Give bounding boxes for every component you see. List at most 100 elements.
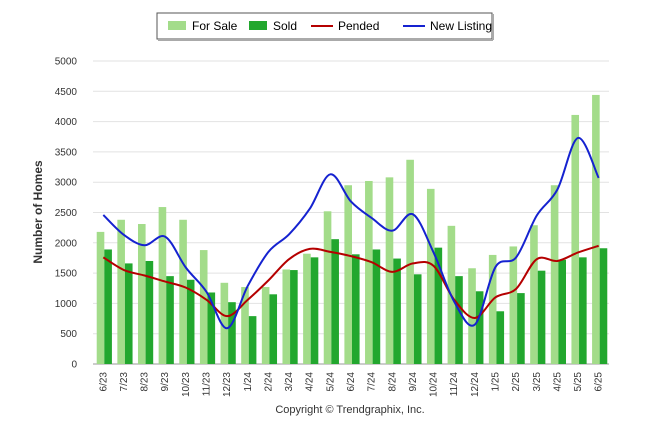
bar-for-sale bbox=[96, 231, 105, 364]
bar-sold bbox=[579, 257, 587, 364]
lines bbox=[102, 136, 600, 330]
bar-for-sale bbox=[199, 250, 208, 364]
legend: For Sale Sold Pended New Listing bbox=[156, 12, 494, 41]
bar-for-sale bbox=[117, 219, 125, 364]
bar-for-sale bbox=[137, 224, 146, 364]
legend-label-for-sale: For Sale bbox=[192, 19, 238, 33]
bar-for-sale bbox=[406, 159, 414, 364]
bar-sold bbox=[228, 302, 236, 364]
y-tick-label: 4000 bbox=[55, 117, 78, 128]
bar-for-sale bbox=[158, 207, 167, 364]
x-tick-label: 9/23 bbox=[160, 372, 171, 392]
bar-for-sale bbox=[282, 269, 291, 364]
line-new-listing bbox=[102, 136, 600, 330]
y-axis-title: Number of Homes bbox=[31, 160, 45, 264]
bar-for-sale bbox=[365, 180, 373, 364]
bar-for-sale bbox=[220, 282, 229, 364]
bar-sold bbox=[269, 294, 278, 364]
x-tick-label: 4/24 bbox=[305, 372, 316, 392]
bar-sold bbox=[166, 276, 174, 364]
copyright-text: Copyright © Trendgraphix, Inc. bbox=[275, 404, 424, 416]
y-tick-label: 0 bbox=[71, 360, 77, 371]
bar-sold bbox=[104, 249, 112, 364]
y-tick-label: 2000 bbox=[55, 238, 78, 249]
bar-for-sale bbox=[303, 253, 311, 364]
x-tick-label: 1/25 bbox=[490, 372, 501, 392]
x-tick-labels: 6/23 7/23 8/23 9/23 10/23 11/23 12/23 1/24 2/24 3… bbox=[98, 372, 604, 397]
x-tick-label: 8/23 bbox=[140, 372, 151, 392]
bar-for-sale bbox=[530, 225, 538, 364]
x-tick-label: 10/24 bbox=[429, 372, 440, 397]
x-tick-label: 1/24 bbox=[243, 372, 254, 392]
bar-sold bbox=[186, 279, 195, 364]
bar-sold bbox=[517, 293, 525, 364]
legend-swatch-sold bbox=[249, 21, 267, 30]
x-tick-label: 4/25 bbox=[552, 372, 563, 392]
y-tick-label: 3000 bbox=[55, 178, 78, 189]
x-tick-label: 10/23 bbox=[181, 372, 192, 397]
bar-for-sale bbox=[509, 246, 518, 364]
line-pended bbox=[102, 244, 599, 319]
x-tick-label: 6/24 bbox=[346, 372, 357, 392]
y-tick-labels: 0 500 1000 1500 2000 2500 3000 3500 4000 4500 5000 bbox=[55, 57, 78, 371]
x-tick-label: 2/25 bbox=[511, 372, 522, 392]
bar-sold bbox=[124, 263, 133, 364]
bar-sold bbox=[310, 257, 319, 364]
bar-for-sale bbox=[261, 287, 270, 364]
bar-sold bbox=[413, 274, 422, 364]
y-tick-label: 1000 bbox=[55, 299, 78, 310]
bar-sold bbox=[537, 270, 546, 364]
bar-sold bbox=[434, 247, 443, 364]
legend-label-pended: Pended bbox=[338, 19, 379, 33]
x-tick-label: 7/24 bbox=[367, 372, 378, 392]
y-tick-label: 1500 bbox=[55, 269, 78, 280]
x-tick-label: 2/24 bbox=[263, 372, 274, 392]
bar-for-sale bbox=[468, 268, 476, 364]
x-tick-label: 12/24 bbox=[470, 372, 481, 397]
bar-for-sale bbox=[488, 254, 497, 364]
x-tick-label: 6/25 bbox=[594, 372, 605, 392]
x-tick-label: 8/24 bbox=[387, 372, 398, 392]
x-tick-label: 3/24 bbox=[284, 372, 295, 392]
bar-for-sale bbox=[241, 287, 249, 364]
bar-for-sale bbox=[592, 94, 600, 364]
bar-sold bbox=[475, 291, 484, 364]
bar-for-sale bbox=[179, 219, 187, 364]
y-tick-label: 5000 bbox=[55, 57, 78, 68]
y-tick-label: 4500 bbox=[55, 87, 78, 98]
bar-for-sale bbox=[571, 114, 580, 365]
bar-sold bbox=[145, 260, 154, 364]
x-tick-label: 6/23 bbox=[98, 372, 109, 392]
x-tick-label: 11/23 bbox=[202, 372, 213, 397]
y-tick-label: 2500 bbox=[55, 208, 78, 219]
bar-sold bbox=[455, 276, 463, 364]
y-tick-label: 3500 bbox=[55, 147, 78, 158]
y-tick-label: 500 bbox=[60, 329, 77, 340]
legend-label-sold: Sold bbox=[273, 19, 297, 33]
x-tick-label: 5/25 bbox=[573, 372, 584, 392]
legend-label-new-listing: New Listing bbox=[430, 19, 492, 33]
x-tick-label: 7/23 bbox=[119, 372, 130, 392]
x-tick-label: 11/24 bbox=[449, 372, 460, 397]
x-tick-label: 9/24 bbox=[408, 372, 419, 392]
x-tick-label: 3/25 bbox=[532, 372, 543, 392]
bar-sold bbox=[393, 258, 401, 364]
bar-sold bbox=[372, 249, 381, 364]
bar-sold bbox=[558, 259, 566, 364]
bar-sold bbox=[331, 239, 339, 364]
bar-sold bbox=[207, 292, 216, 364]
bar-sold bbox=[599, 248, 608, 364]
bar-for-sale bbox=[323, 211, 332, 364]
bar-sold bbox=[496, 311, 505, 364]
bar-for-sale bbox=[550, 185, 559, 364]
bar-sold bbox=[290, 270, 298, 364]
bar-for-sale bbox=[426, 188, 435, 364]
bars bbox=[96, 94, 608, 365]
legend-swatch-for-sale bbox=[168, 21, 186, 30]
bar-for-sale bbox=[344, 185, 352, 364]
bar-sold bbox=[248, 316, 257, 364]
x-tick-label: 5/24 bbox=[325, 372, 336, 392]
bar-sold bbox=[351, 254, 360, 364]
x-tick-label: 12/23 bbox=[222, 372, 233, 397]
